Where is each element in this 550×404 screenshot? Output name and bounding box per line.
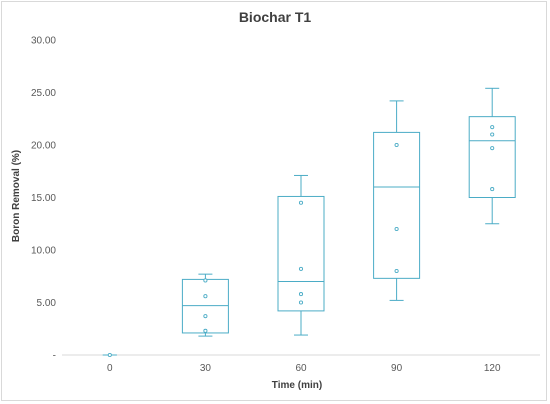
- data-point: [394, 226, 399, 232]
- data-point: [203, 278, 208, 283]
- data-point: [298, 292, 304, 297]
- data-point: [394, 268, 399, 274]
- data-point: [490, 125, 495, 130]
- box-0: [102, 352, 117, 358]
- box-iqr: [468, 116, 516, 198]
- y-tick-label: 15.00: [31, 193, 56, 204]
- box-90: [373, 100, 421, 301]
- y-axis-label: Boron Removal (%): [11, 150, 22, 242]
- x-tick-label: 0: [107, 363, 113, 374]
- data-point: [203, 294, 208, 299]
- data-point: [298, 200, 304, 205]
- box-iqr: [181, 278, 229, 334]
- data-point: [490, 132, 495, 137]
- data-point: [203, 328, 208, 333]
- box-30: [181, 273, 229, 337]
- y-tick-label: 20.00: [31, 141, 56, 152]
- data-point: [107, 352, 112, 358]
- data-point: [298, 266, 304, 271]
- box-iqr: [277, 195, 325, 312]
- box-120: [468, 87, 516, 225]
- y-tick-label: 25.00: [31, 88, 56, 99]
- x-tick-label: 90: [391, 363, 403, 374]
- box-60: [277, 174, 325, 336]
- x-axis-label: Time (min): [272, 380, 322, 391]
- y-tick-label: 10.00: [31, 246, 56, 257]
- y-tick-label: 5.00: [37, 298, 57, 309]
- y-tick-label: -: [53, 351, 56, 362]
- y-tick-label: 30.00: [31, 36, 56, 47]
- box-iqr: [373, 131, 421, 279]
- data-point: [490, 146, 495, 151]
- x-tick-label: 30: [200, 363, 212, 374]
- x-tick-label: 120: [484, 363, 501, 374]
- data-point: [298, 300, 304, 305]
- data-point: [394, 142, 399, 148]
- x-axis-ticks: 0 30 60 90 120: [107, 363, 501, 374]
- chart-title: Biochar T1: [239, 9, 312, 25]
- y-axis-ticks: - 5.00 10.00 15.00 20.00 25.00 30.00: [31, 36, 56, 362]
- x-tick-label: 60: [295, 363, 307, 374]
- data-point: [203, 314, 208, 319]
- data-point: [490, 187, 495, 192]
- box-series: [102, 87, 516, 358]
